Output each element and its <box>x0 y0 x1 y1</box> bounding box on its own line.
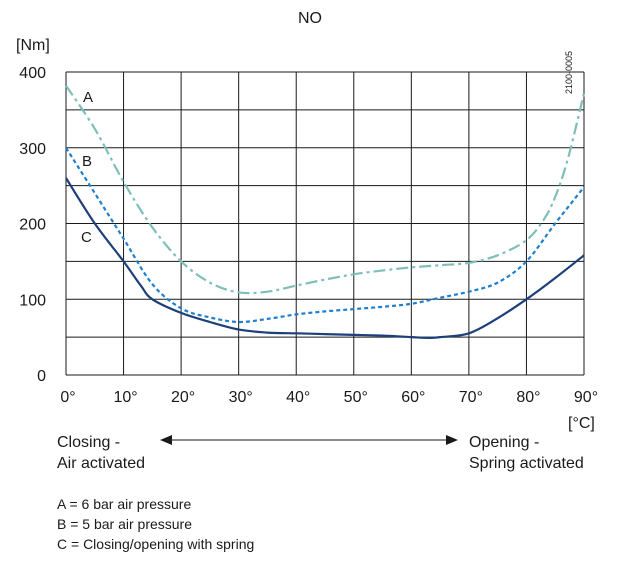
arrow-head-right <box>446 435 458 445</box>
legend-note-a: A = 6 bar air pressure <box>57 496 192 512</box>
y-tick-label: 300 <box>19 141 46 158</box>
opening-note: Opening - Spring activated <box>469 432 584 474</box>
x-tick-label: 90° <box>574 389 598 406</box>
opening-note-line1: Opening - <box>469 434 540 451</box>
y-tick-label: 400 <box>19 65 46 82</box>
y-tick-label: 200 <box>19 217 46 234</box>
opening-note-line2: Spring activated <box>469 455 584 472</box>
arrow-head-left <box>160 435 172 445</box>
side-code: 2100-0005 <box>564 50 574 94</box>
chart-title: NO <box>298 10 322 27</box>
x-tick-label: 60° <box>401 389 425 406</box>
grid: 0° 10° 20° 30° 40° 50° 60° 70° 80° 90° 0 100 200 300 4… <box>19 65 598 406</box>
closing-note-line2: Air activated <box>57 455 146 472</box>
direction-arrow <box>160 435 458 445</box>
x-tick-label: 40° <box>286 389 310 406</box>
series-label-b: B <box>82 153 92 170</box>
x-tick-label: 50° <box>344 389 368 406</box>
x-tick-label: 0° <box>60 389 75 406</box>
y-tick-label: 100 <box>19 292 46 309</box>
closing-note-line1: Closing - <box>57 434 121 451</box>
series-label-a: A <box>83 89 93 106</box>
series-labels: A B C <box>81 89 93 246</box>
x-axis-label: [°C] <box>568 415 595 432</box>
legend-note-c: C = Closing/opening with spring <box>57 536 255 552</box>
y-tick-label: 0 <box>37 368 46 385</box>
legend-notes: A = 6 bar air pressure B = 5 bar air pre… <box>57 494 254 554</box>
series-line-a <box>65 84 586 295</box>
series-group <box>65 84 586 339</box>
series-line-b <box>65 147 585 324</box>
x-tick-label: 80° <box>516 389 540 406</box>
x-tick-label: 20° <box>171 389 195 406</box>
legend-note-b: B = 5 bar air pressure <box>57 516 193 532</box>
x-tick-label: 70° <box>459 389 483 406</box>
x-tick-label: 10° <box>113 389 137 406</box>
y-axis-label: [Nm] <box>16 37 50 54</box>
series-line-c <box>65 177 585 339</box>
x-tick-label: 30° <box>229 389 253 406</box>
series-label-c: C <box>81 229 92 246</box>
closing-note: Closing - Air activated <box>57 432 145 474</box>
